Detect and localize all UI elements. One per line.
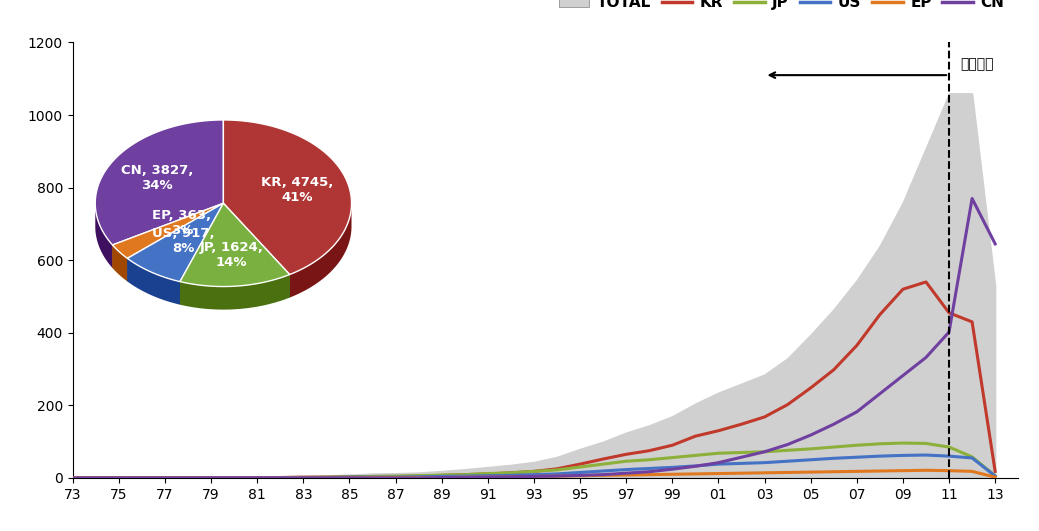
Text: CN, 3827,
34%: CN, 3827, 34% [121,164,193,192]
Polygon shape [223,120,351,275]
Polygon shape [180,203,223,305]
Text: JP, 1624,
14%: JP, 1624, 14% [199,241,263,269]
Text: KR, 4745,
41%: KR, 4745, 41% [261,176,334,204]
Polygon shape [223,203,290,297]
Polygon shape [128,203,223,281]
Polygon shape [128,259,180,305]
Polygon shape [112,203,223,268]
Polygon shape [180,275,290,310]
Polygon shape [223,203,290,297]
Polygon shape [290,204,351,297]
Polygon shape [96,205,112,268]
Polygon shape [128,203,223,281]
Polygon shape [112,203,223,268]
Polygon shape [128,203,223,281]
Polygon shape [180,203,290,287]
Polygon shape [180,203,223,305]
Text: EP, 363,
3%: EP, 363, 3% [153,209,211,237]
Text: 유효구간: 유효구간 [961,57,994,72]
Polygon shape [112,203,223,259]
Polygon shape [96,120,223,245]
Legend: TOTAL, KR, JP, US, EP, CN: TOTAL, KR, JP, US, EP, CN [553,0,1011,16]
Text: US, 917,
8%: US, 917, 8% [153,227,215,255]
Polygon shape [112,245,128,281]
